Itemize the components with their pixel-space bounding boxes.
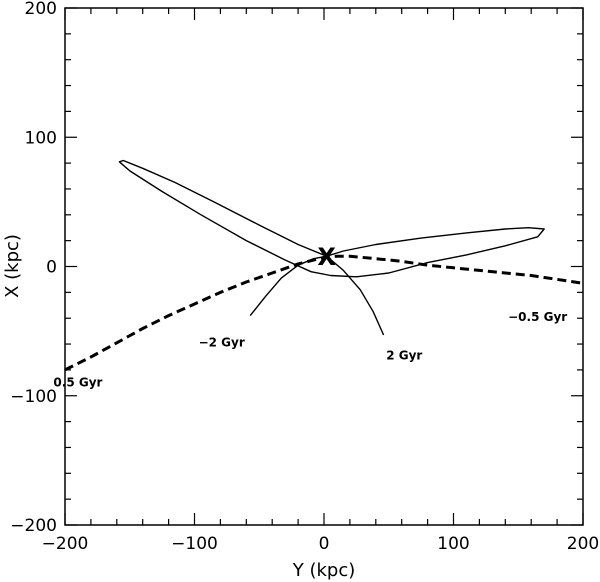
origin-marker: X [317, 243, 336, 271]
tick-labels: −200 −100 0 100 200 −200 −100 0 100 200 [10, 0, 599, 554]
y-tick-label: −100 [10, 387, 57, 407]
x-tick-label: −100 [171, 534, 218, 554]
y-tick-label: 100 [25, 128, 57, 148]
y-tick-label: 200 [25, 0, 57, 19]
x-axis-title: Y (kpc) [292, 560, 356, 581]
time-annotation: 0.5 Gyr [53, 376, 102, 390]
x-tick-label: 0 [319, 534, 330, 554]
x-tick-label: 200 [567, 534, 599, 554]
time-annotation: −0.5 Gyr [508, 310, 567, 324]
y-tick-label: 0 [46, 258, 57, 278]
time-annotation: −2 Gyr [199, 336, 245, 350]
x-tick-label: 100 [437, 534, 469, 554]
x-tick-label: −200 [42, 534, 89, 554]
axis-ticks [64, 7, 584, 526]
time-annotation: 2 Gyr [386, 349, 422, 363]
y-tick-label: −200 [10, 516, 57, 536]
annotations: −2 Gyr 2 Gyr −0.5 Gyr 0.5 Gyr [53, 310, 567, 390]
dashed-orbit-series [64, 254, 584, 372]
plot-area: X [64, 159, 584, 372]
y-axis-title: X (kpc) [2, 234, 23, 298]
solid-orbit-series [118, 159, 545, 336]
